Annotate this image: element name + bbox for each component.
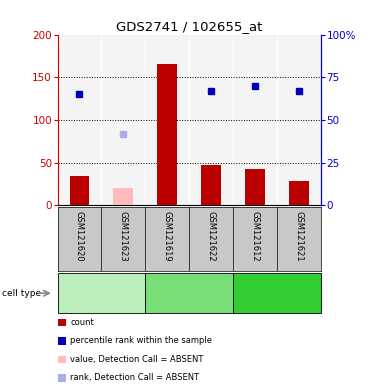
Text: GSM121623: GSM121623 (119, 210, 128, 261)
Text: value, Detection Call = ABSENT: value, Detection Call = ABSENT (70, 355, 204, 364)
Text: GSM121620: GSM121620 (75, 210, 84, 261)
Text: TCR-gamma-delta: TCR-gamma-delta (67, 280, 136, 289)
Text: rank, Detection Call = ABSENT: rank, Detection Call = ABSENT (70, 373, 199, 382)
Text: cell type: cell type (2, 289, 41, 298)
Text: GSM121621: GSM121621 (295, 210, 303, 261)
Text: TCR-alpha-beta: TCR-alpha-beta (247, 280, 306, 289)
Title: GDS2741 / 102655_at: GDS2741 / 102655_at (116, 20, 262, 33)
Bar (201, 165, 221, 205)
Text: count: count (70, 318, 94, 327)
Text: percentile rank within the sample: percentile rank within the sample (70, 336, 212, 346)
Bar (114, 189, 133, 205)
Text: GSM121612: GSM121612 (250, 210, 260, 261)
Bar (245, 169, 265, 205)
Bar (70, 175, 89, 205)
Text: CD8-alpha-beta: CD8-alpha-beta (159, 297, 219, 306)
Text: CD8-alpha-alpha: CD8-alpha-alpha (245, 297, 309, 306)
Bar (289, 180, 309, 205)
Text: TCR-alpha-beta: TCR-alpha-beta (160, 280, 219, 289)
Bar (157, 65, 177, 205)
Text: GSM121619: GSM121619 (163, 210, 172, 261)
Text: CD8-alpha-alpha: CD8-alpha-alpha (69, 297, 134, 306)
Text: GSM121622: GSM121622 (207, 210, 216, 261)
